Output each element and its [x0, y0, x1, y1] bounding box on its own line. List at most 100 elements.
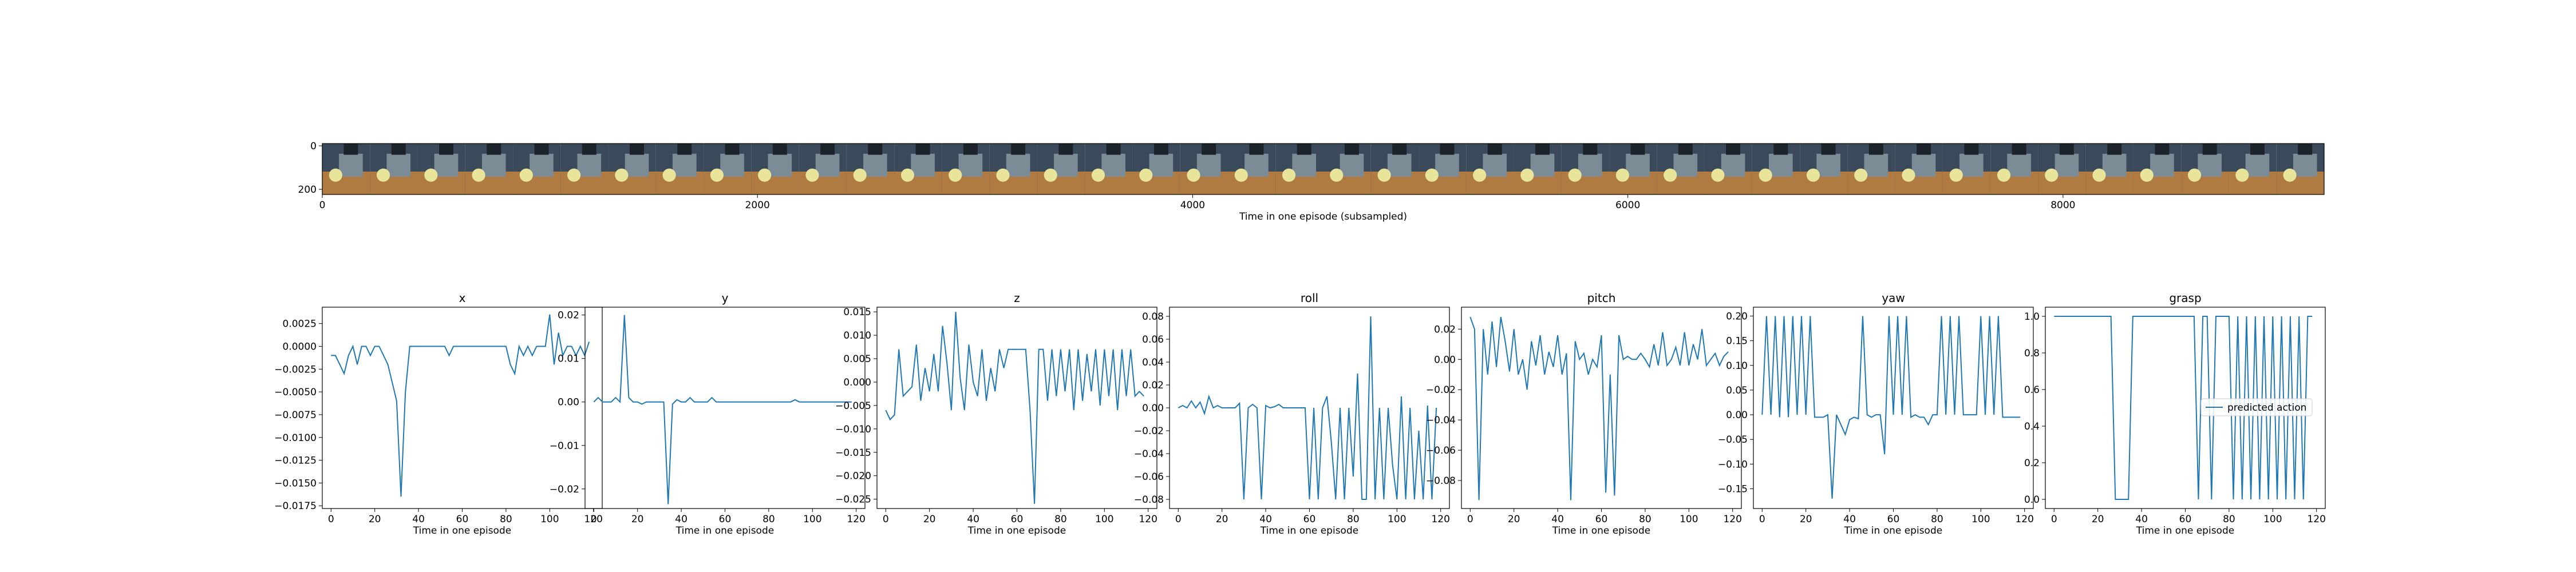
strip-frame-bin	[2102, 153, 2127, 177]
strip-frame-ball	[1854, 168, 1868, 182]
strip-frame-bin	[1864, 153, 1888, 177]
chart-z-x-tick-label: 60	[1011, 514, 1024, 525]
strip-frame-gripper	[963, 144, 978, 155]
strip-frame-bin	[625, 153, 649, 177]
strip-frame-ball	[1902, 168, 1915, 182]
strip-frame-gripper	[2059, 144, 2074, 155]
strip-frame-gripper	[630, 144, 645, 155]
chart-y-x-tick-label: 120	[847, 514, 865, 525]
strip-frame-bin	[481, 153, 506, 177]
strip-frame-ball	[519, 168, 533, 182]
chart-z-y-tick-label: −0.005	[835, 400, 871, 412]
chart-z-y-tick-label: −0.015	[835, 447, 871, 459]
chart-roll-y-tick-label: 0.04	[1142, 357, 1164, 368]
chart-z-x-tick-label: 40	[967, 514, 979, 525]
chart-yaw-y-tick-label: −0.05	[1718, 434, 1748, 446]
strip-frame-ball	[1425, 168, 1439, 182]
chart-legend: predicted action	[2200, 398, 2313, 416]
strip-frame-gripper	[1487, 144, 1502, 155]
chart-roll-x-tick-label: 100	[1388, 514, 1406, 525]
strip-frame-gripper	[1202, 144, 1216, 155]
strip-frame-ball	[567, 168, 581, 182]
chart-yaw: yaw 0 20 40 60 80 100 120 0.20 0.15 0.10 0.05 0.00 −0…	[1718, 291, 2034, 537]
chart-x-y-tick-label: 0.0000	[283, 341, 317, 352]
chart-yaw-y-tick-label: 0.05	[1726, 385, 1748, 396]
strip-x-tick-label: 4000	[1180, 200, 1205, 211]
strip-frame-bin	[958, 153, 983, 177]
strip-frame-ball	[329, 168, 342, 182]
chart-grasp-x-tick-label: 100	[2263, 514, 2282, 525]
image-strip-x-ticks: 0 2000 4000 6000 8000	[319, 194, 2076, 211]
strip-frame-gripper	[1821, 144, 1836, 155]
chart-x-x-tick-label: 100	[540, 514, 559, 525]
chart-roll-x-tick-label: 80	[1347, 514, 1360, 525]
chart-roll-x-label: Time in one episode	[1260, 525, 1358, 537]
strip-frame-gripper	[2107, 144, 2122, 155]
chart-yaw-x-tick-label: 0	[1759, 514, 1765, 525]
strip-frame-gripper	[1106, 144, 1121, 155]
strip-frame-gripper	[2250, 144, 2265, 155]
chart-x-y-tick-label: 0.0025	[283, 319, 317, 330]
strip-frame-ball	[1949, 168, 1963, 182]
chart-grasp-x-tick-label: 120	[2307, 514, 2325, 525]
strip-frame-gripper	[582, 144, 596, 155]
chart-x-series-line	[331, 314, 590, 497]
chart-x-y-tick-label: −0.0050	[274, 387, 317, 398]
strip-frame-ball	[996, 168, 1010, 182]
strip-frame-bin	[1196, 153, 1221, 177]
chart-roll-y-tick-label: 0.06	[1142, 334, 1164, 345]
chart-roll-y-tick-label: −0.08	[1134, 494, 1164, 506]
chart-x-x-tick-label: 0	[328, 514, 334, 525]
image-strip-y-ticks: 0 200	[298, 141, 322, 196]
strip-frame-ball	[1377, 168, 1391, 182]
chart-roll-y-tick-label: −0.02	[1134, 426, 1164, 437]
strip-frame-bin	[2293, 153, 2317, 177]
chart-yaw-y-tick-label: 0.00	[1726, 410, 1748, 421]
strip-frame-bin	[1387, 153, 1412, 177]
chart-y-x-tick-label: 0	[591, 514, 597, 525]
strip-frame-gripper	[1058, 144, 1073, 155]
chart-y-x-tick-label: 100	[803, 514, 821, 525]
strip-frame-gripper	[1297, 144, 1311, 155]
chart-roll-title: roll	[1301, 291, 1318, 305]
legend-label: predicted action	[2227, 402, 2306, 414]
chart-yaw-x-label: Time in one episode	[1844, 525, 1942, 537]
chart-yaw-y-tick-label: 0.10	[1726, 360, 1748, 372]
strip-x-tick-label: 0	[319, 200, 326, 211]
chart-pitch-x-tick-label: 100	[1680, 514, 1698, 525]
strip-frame-gripper	[1344, 144, 1359, 155]
strip-frame-gripper	[1011, 144, 1026, 155]
strip-frame-bin	[1578, 153, 1602, 177]
strip-frame-bin	[1483, 153, 1507, 177]
strip-frame-gripper	[487, 144, 501, 155]
chart-y-title: y	[722, 291, 729, 305]
chart-y-series-line	[593, 315, 852, 505]
strip-frame-bin	[386, 153, 411, 177]
chart-y-x-tick-label: 20	[631, 514, 644, 525]
strip-frame-ball	[1759, 168, 1772, 182]
chart-pitch-x-tick-label: 20	[1508, 514, 1520, 525]
chart-y-y-tick-label: −0.02	[550, 484, 579, 495]
chart-z-y-tick-label: 0.010	[843, 330, 871, 341]
strip-frame-bin	[1673, 153, 1698, 177]
chart-x-y-tick-label: −0.0150	[274, 478, 317, 489]
chart-grasp-y-tick-label: 0.8	[2024, 348, 2040, 359]
strip-frame-bin	[434, 153, 459, 177]
strip-frame-gripper	[438, 144, 453, 155]
chart-z-y-tick-label: −0.010	[835, 424, 871, 435]
strip-frame-bin	[768, 153, 792, 177]
chart-grasp-x-tick-label: 60	[2179, 514, 2192, 525]
strip-y-tick-label: 200	[298, 184, 317, 196]
chart-roll-x-tick-label: 60	[1303, 514, 1316, 525]
strip-x-tick-label: 8000	[2050, 200, 2075, 211]
strip-frame-ball	[424, 168, 438, 182]
strip-frame-gripper	[1392, 144, 1407, 155]
chart-x-y-tick-label: −0.0075	[274, 410, 317, 421]
chart-z-x-label: Time in one episode	[967, 525, 1066, 537]
chart-pitch-x-tick-label: 40	[1551, 514, 1564, 525]
chart-x-x-tick-label: 80	[500, 514, 512, 525]
strip-frame-ball	[1234, 168, 1248, 182]
strip-frame-bin	[1959, 153, 1984, 177]
chart-grasp-y-tick-label: 0.0	[2024, 494, 2040, 506]
